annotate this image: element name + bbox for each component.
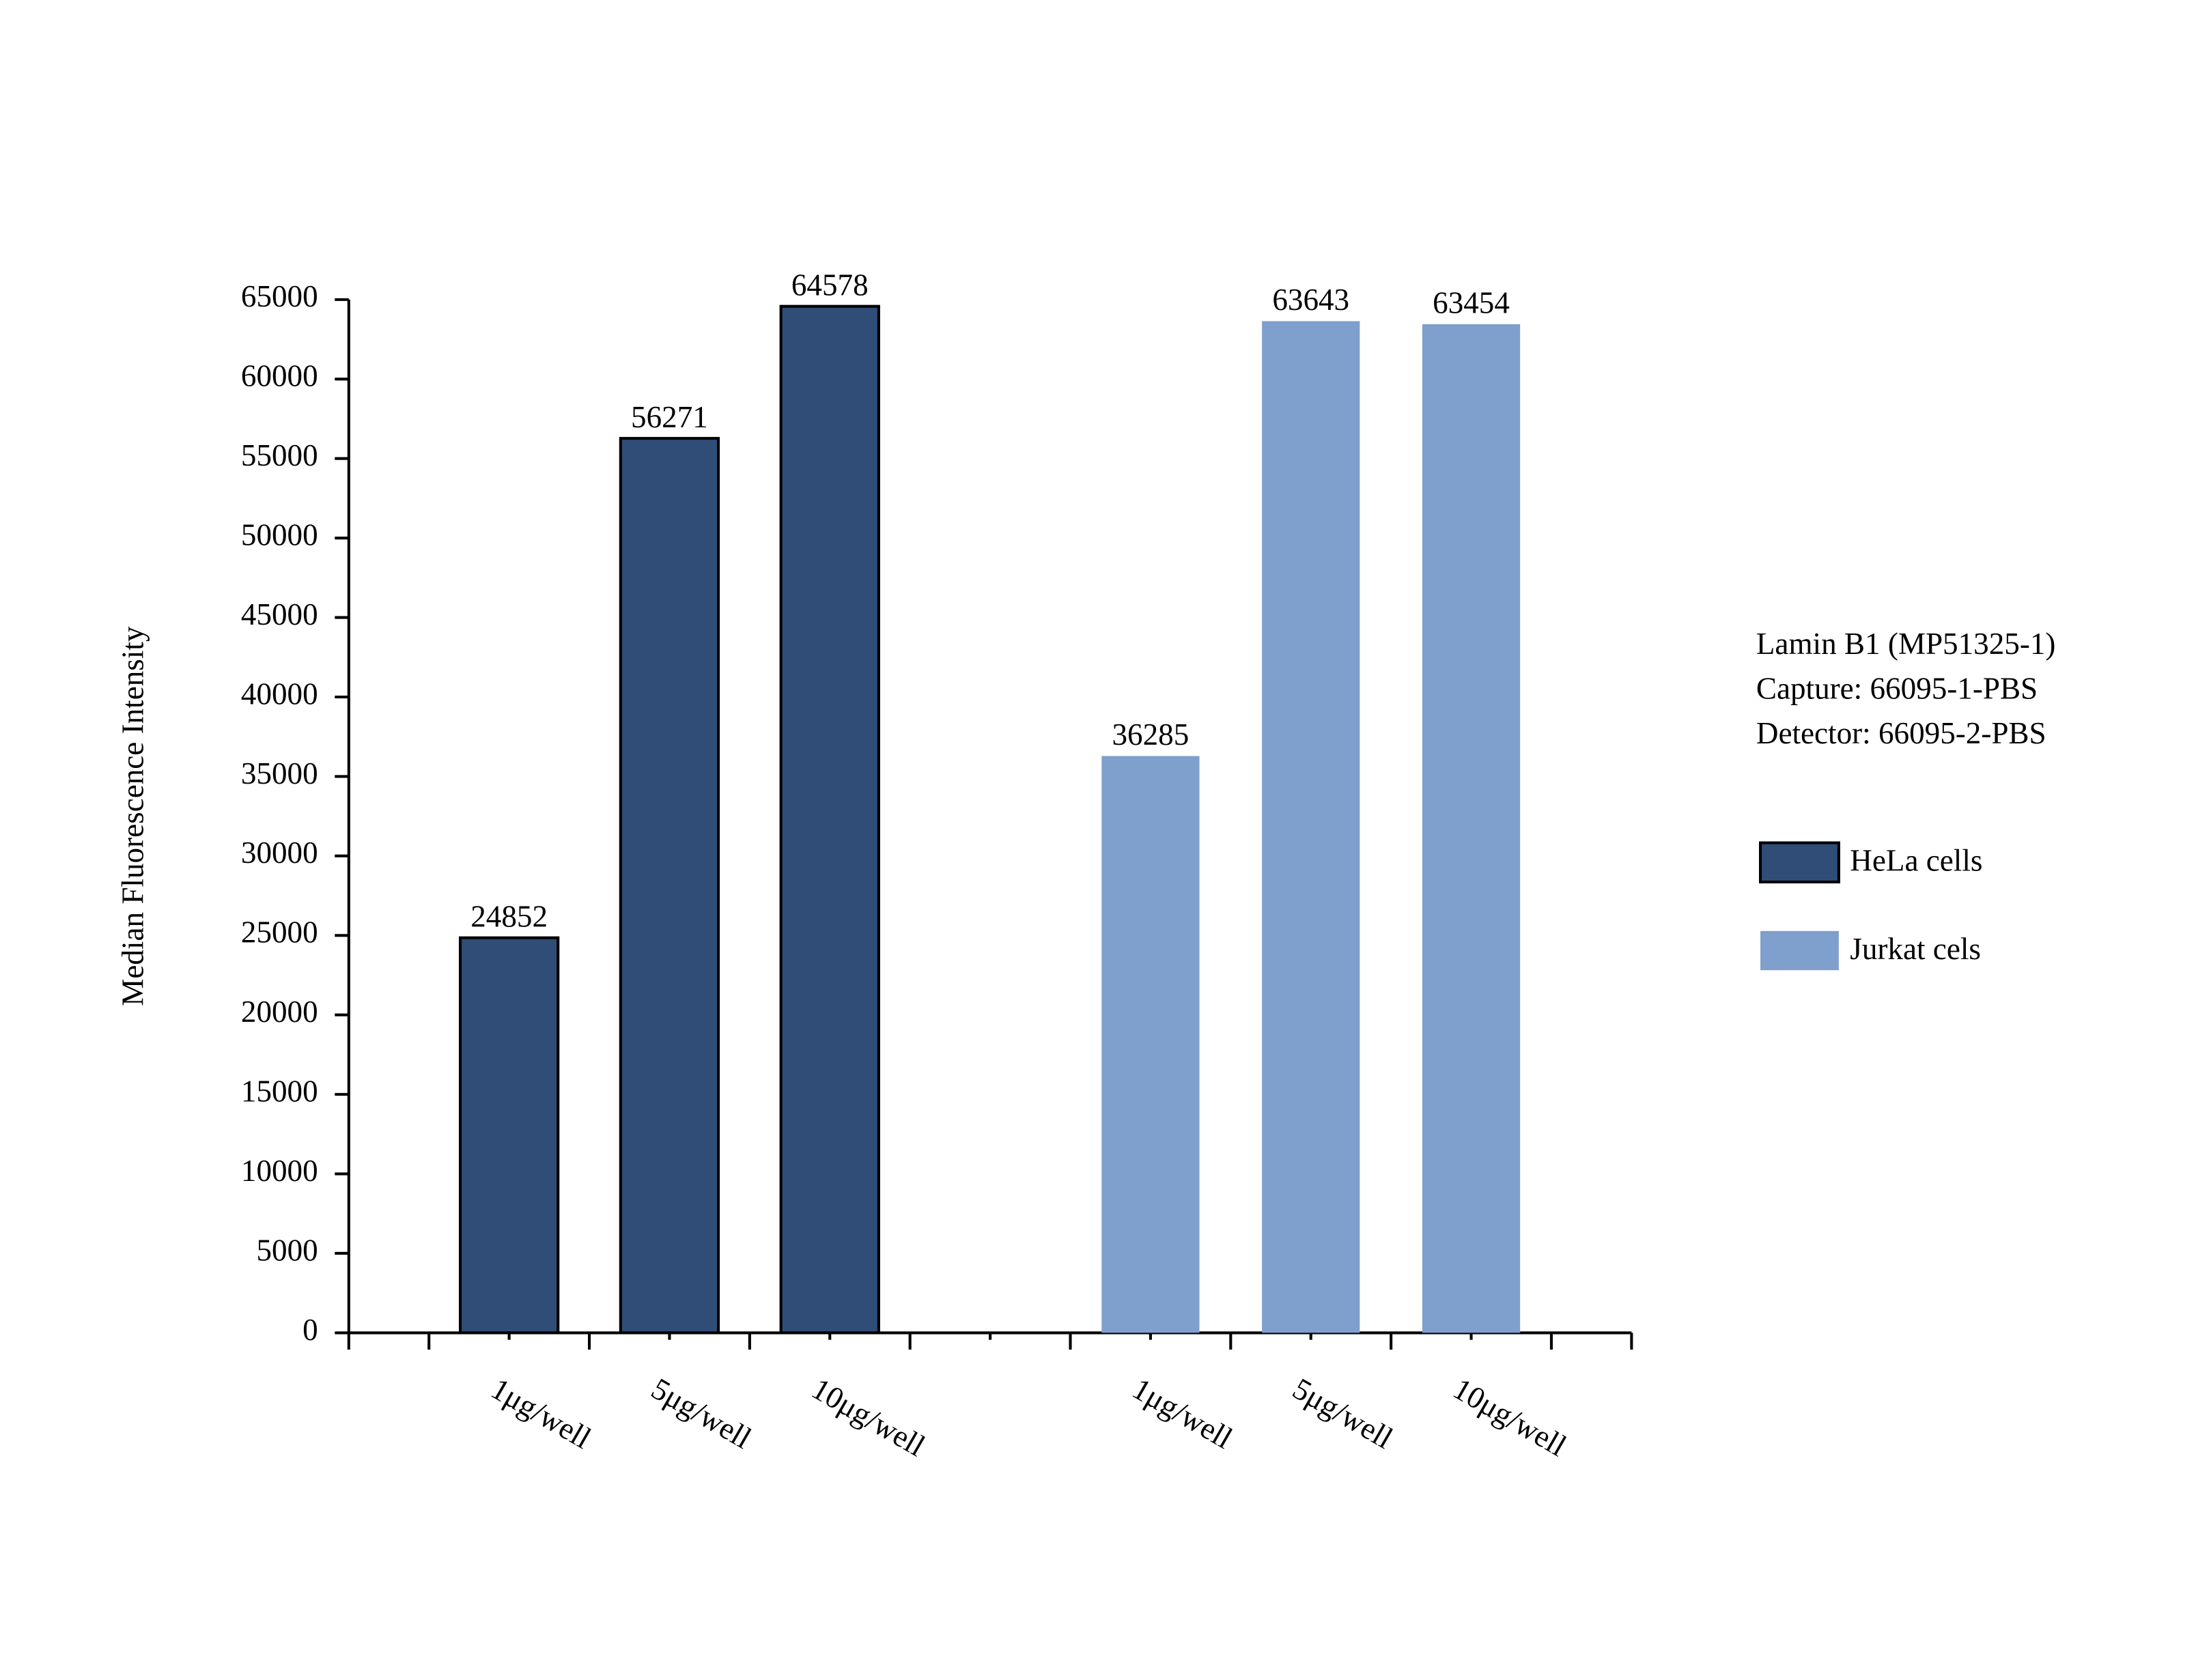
y-tick-label: 55000 xyxy=(241,438,318,472)
y-tick-label: 40000 xyxy=(241,677,318,711)
x-tick-label: 1μg/well xyxy=(1127,1371,1238,1455)
y-tick-label: 15000 xyxy=(241,1074,318,1108)
legend-label: Jurkat cels xyxy=(1850,932,1981,966)
y-tick-label: 20000 xyxy=(241,995,318,1029)
value-label: 36285 xyxy=(1112,717,1190,752)
bar xyxy=(619,437,720,1335)
bar xyxy=(1262,321,1360,1333)
annotation: Capture: 66095-1-PBS xyxy=(1756,671,2038,705)
x-tick-label: 10μg/well xyxy=(1448,1371,1573,1463)
bar xyxy=(1101,756,1200,1333)
bar xyxy=(779,304,880,1335)
y-tick-label: 45000 xyxy=(241,597,318,631)
annotation: Detector: 66095-2-PBS xyxy=(1756,716,2046,750)
bar xyxy=(1422,324,1521,1333)
y-tick-label: 30000 xyxy=(241,836,318,870)
y-tick-label: 35000 xyxy=(241,756,318,791)
x-tick-label: 10μg/well xyxy=(806,1371,931,1463)
bar xyxy=(458,936,560,1335)
legend-swatch xyxy=(1760,930,1839,971)
legend-swatch xyxy=(1758,841,1840,884)
value-label: 56271 xyxy=(631,400,708,434)
x-tick-label: 5μg/well xyxy=(646,1371,757,1455)
value-label: 63643 xyxy=(1272,283,1349,317)
y-tick-label: 25000 xyxy=(241,915,318,950)
y-tick-label: 0 xyxy=(302,1313,318,1347)
value-label: 64578 xyxy=(791,268,869,302)
legend-label: HeLa cells xyxy=(1850,844,1982,878)
y-tick-label: 10000 xyxy=(241,1154,318,1188)
value-label: 63454 xyxy=(1433,286,1510,320)
value-label: 24852 xyxy=(470,899,548,933)
y-axis-label: Median Fluorescence Intensity xyxy=(115,626,150,1006)
y-tick-label: 50000 xyxy=(241,518,318,552)
x-tick-label: 5μg/well xyxy=(1287,1371,1398,1455)
annotation: Lamin B1 (MP51325-1) xyxy=(1756,627,2056,661)
y-tick-label: 5000 xyxy=(256,1233,318,1267)
y-tick-label: 65000 xyxy=(241,279,318,313)
x-tick-label: 1μg/well xyxy=(485,1371,597,1455)
y-tick-label: 60000 xyxy=(241,359,318,393)
